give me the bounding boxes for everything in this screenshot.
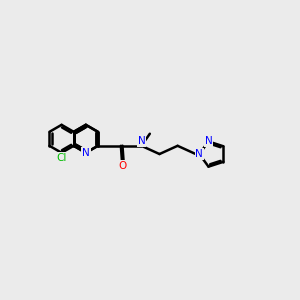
Text: N: N bbox=[196, 149, 203, 159]
Text: O: O bbox=[118, 161, 126, 171]
Text: N: N bbox=[82, 148, 90, 158]
Text: N: N bbox=[205, 136, 212, 146]
Text: Cl: Cl bbox=[56, 153, 67, 163]
Text: N: N bbox=[137, 136, 145, 146]
